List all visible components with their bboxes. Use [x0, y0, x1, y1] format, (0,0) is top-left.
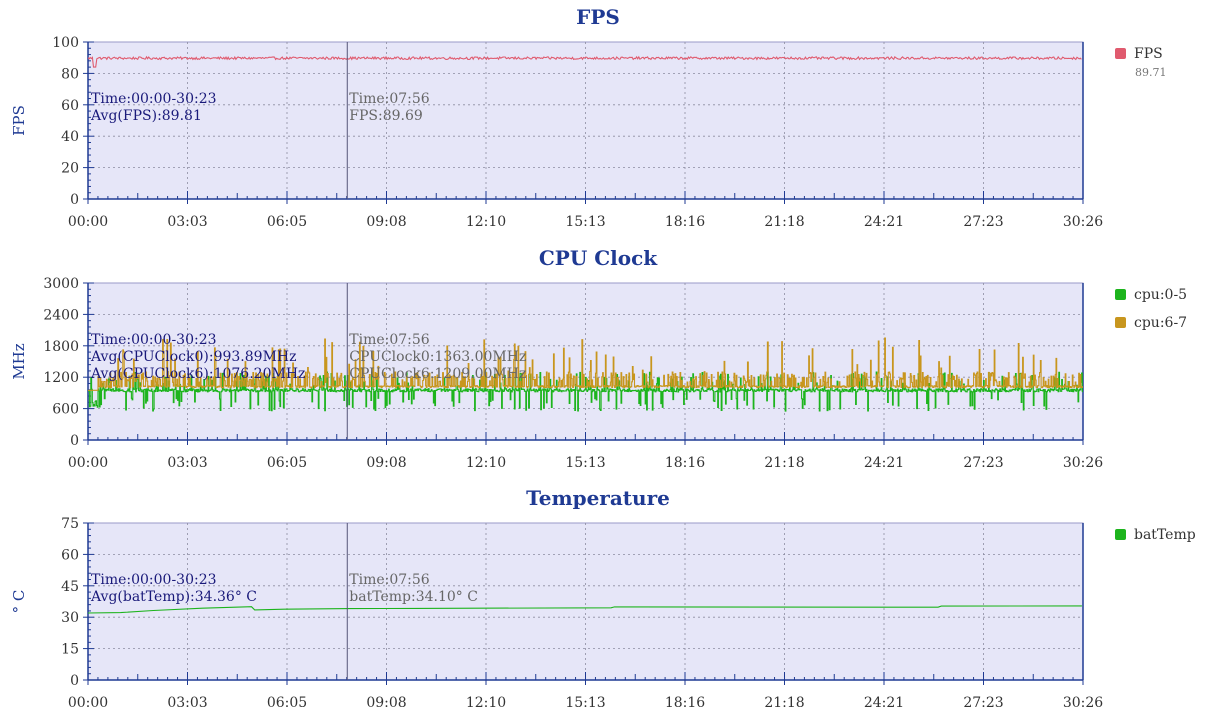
minor-ticks [87, 41, 1084, 200]
cursor-text: FPS:89.69 [349, 108, 423, 124]
series-line-battemp [88, 605, 1082, 614]
x-tick-label: 03:03 [167, 695, 207, 711]
y-tick-label: 3000 [43, 276, 79, 292]
plot-area [87, 41, 1084, 200]
chart-temp: Temperature 0 15 30 45 60 75 00:00 03:03 06:05 09:… [10, 486, 1196, 711]
y-tick-label: 75 [61, 516, 79, 532]
y-tick-label: 30 [61, 610, 79, 626]
y-tick-label: 15 [61, 642, 79, 658]
chart-title: Temperature [526, 486, 670, 510]
x-tick-label: 12:10 [466, 455, 506, 471]
x-tick-label: 18:16 [665, 695, 705, 711]
summary-text: Avg(batTemp):34.36° C [90, 589, 257, 605]
x-tick-label: 12:10 [466, 214, 506, 230]
y-tick-label: 100 [52, 35, 79, 51]
y-tick-label: 60 [61, 547, 79, 563]
x-tick-label: 12:10 [466, 695, 506, 711]
chart-fps: FPS 0 20 40 60 80 100 00:00 03:03 06:05 09:08 12:10… [10, 5, 1167, 230]
x-tick-label: 18:16 [665, 214, 705, 230]
x-tick-label: 30:26 [1063, 695, 1103, 711]
summary-text: Time:00:00-30:23 [91, 91, 217, 107]
x-tick-label: 00:00 [68, 695, 108, 711]
y-axis-label: FPS [10, 105, 28, 136]
cursor-text: Time:07:56 [349, 332, 430, 348]
x-tick-label: 21:18 [764, 214, 804, 230]
x-tick-label: 00:00 [68, 455, 108, 471]
y-tick-label: 600 [52, 402, 79, 418]
summary-text: Avg(CPUClock0):993.89MHz [90, 349, 297, 365]
x-tick-label: 30:26 [1063, 455, 1103, 471]
x-tick-label: 09:08 [366, 455, 406, 471]
minor-ticks [87, 522, 1084, 681]
x-tick-label: 00:00 [68, 214, 108, 230]
y-tick-label: 60 [61, 98, 79, 114]
legend-swatch[interactable] [1115, 48, 1126, 59]
x-tick-label: 03:03 [167, 455, 207, 471]
x-tick-label: 09:08 [366, 695, 406, 711]
x-tick-label: 06:05 [267, 695, 307, 711]
y-tick-label: 0 [70, 433, 79, 449]
x-tick-label: 03:03 [167, 214, 207, 230]
summary-text: Time:00:00-30:23 [91, 572, 217, 588]
y-tick-label: 20 [61, 161, 79, 177]
legend-swatch[interactable] [1115, 529, 1126, 540]
legend-swatch[interactable] [1115, 289, 1126, 300]
y-tick-label: 0 [70, 192, 79, 208]
legend-value: 89.71 [1135, 66, 1167, 79]
chart-title: FPS [576, 5, 620, 29]
x-tick-label: 06:05 [267, 214, 307, 230]
y-tick-label: 2400 [43, 307, 79, 323]
legend-label: cpu:6-7 [1134, 315, 1187, 331]
x-tick-label: 06:05 [267, 455, 307, 471]
x-tick-label: 24:21 [864, 214, 904, 230]
x-tick-label: 15:13 [565, 214, 605, 230]
cursor-text: batTemp:34.10° C [349, 589, 478, 605]
gridlines [88, 42, 1083, 199]
x-tick-label: 24:21 [864, 695, 904, 711]
x-tick-label: 30:26 [1063, 214, 1103, 230]
x-tick-label: 15:13 [565, 695, 605, 711]
x-tick-label: 21:18 [764, 695, 804, 711]
summary-text: Avg(CPUClock6):1076.20MHz [90, 366, 305, 382]
legend-label: FPS [1134, 46, 1163, 62]
summary-text: Time:00:00-30:23 [91, 332, 217, 348]
legend-swatch[interactable] [1115, 317, 1126, 328]
chart-title: CPU Clock [539, 246, 658, 270]
legend-label: cpu:0-5 [1134, 287, 1187, 303]
cursor-text: Time:07:56 [349, 91, 430, 107]
x-tick-label: 27:23 [963, 455, 1003, 471]
y-axis-label: MHz [10, 343, 28, 379]
gridlines [88, 523, 1083, 680]
cursor-text: CPUClock6:1209.00MHz [349, 366, 526, 382]
y-tick-label: 45 [61, 579, 79, 595]
y-tick-label: 1800 [43, 339, 79, 355]
x-tick-label: 21:18 [764, 455, 804, 471]
summary-text: Avg(FPS):89.81 [90, 108, 202, 124]
x-tick-label: 09:08 [366, 214, 406, 230]
cursor-text: Time:07:56 [349, 572, 430, 588]
x-tick-label: 27:23 [963, 695, 1003, 711]
x-tick-label: 24:21 [864, 455, 904, 471]
series-line-cpu-6-7 [88, 337, 1083, 391]
y-tick-label: 80 [61, 66, 79, 82]
series-line-fps [88, 55, 1082, 68]
chart-cpu: CPU Clock 0 600 1200 1800 2400 3000 00:00 03:03 0… [10, 246, 1187, 471]
legend-label: batTemp [1134, 527, 1196, 543]
y-tick-label: 1200 [43, 370, 79, 386]
series-line-cpu-0-5 [88, 371, 1083, 412]
y-axis-label: ° C [10, 590, 28, 614]
x-tick-label: 27:23 [963, 214, 1003, 230]
y-tick-label: 40 [61, 129, 79, 145]
x-tick-label: 18:16 [665, 455, 705, 471]
y-tick-label: 0 [70, 673, 79, 689]
cursor-text: CPUClock0:1363.00MHz [349, 349, 526, 365]
x-tick-label: 15:13 [565, 455, 605, 471]
